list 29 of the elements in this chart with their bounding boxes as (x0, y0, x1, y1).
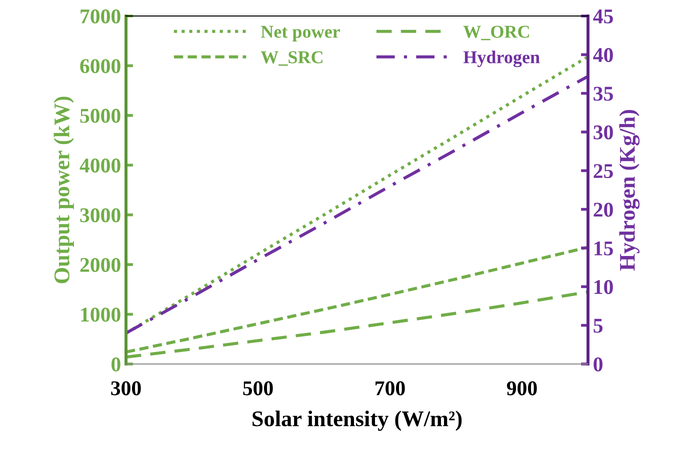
x-tick-label: 300 (111, 381, 141, 396)
y-tick-label: 4000 (80, 158, 120, 173)
legend-label: Hydrogen (463, 50, 540, 68)
y2-tick-label: 15 (594, 241, 613, 256)
y2-tick-label: 10 (594, 280, 613, 294)
y2-tick-label: 35 (594, 86, 613, 101)
y2-tick-label: 25 (594, 164, 613, 178)
y-tick-label: 0 (112, 357, 120, 372)
y2-tick-label: 5 (594, 318, 603, 333)
y-tick-label: 6000 (80, 59, 120, 74)
x-tick-label: 500 (243, 381, 273, 396)
y2-axis-title: Hydrogen (Kg/h) (619, 110, 640, 271)
legend-label: Net power (260, 26, 340, 42)
y-tick-label: 7000 (80, 9, 120, 24)
y-tick-label: 3000 (80, 208, 120, 222)
y-tick-label: 2000 (80, 258, 120, 272)
legend-label: W_SRC (260, 51, 322, 66)
legend-label: W_ORC (463, 26, 529, 40)
y-tick-label: 5000 (80, 108, 120, 123)
y2-tick-label: 0 (594, 357, 602, 372)
x-axis-title: Solar intensity (W/m²) (252, 410, 462, 431)
y2-tick-label: 40 (593, 48, 613, 62)
y-axis-title: Output power (kW) (54, 96, 74, 284)
x-tick-label: 900 (506, 381, 537, 396)
y2-tick-label: 45 (593, 10, 613, 24)
y2-tick-label: 20 (594, 202, 613, 217)
y2-tick-label: 30 (594, 125, 613, 140)
y-tick-label: 1000 (81, 308, 120, 322)
x-tick-label: 700 (376, 381, 405, 396)
